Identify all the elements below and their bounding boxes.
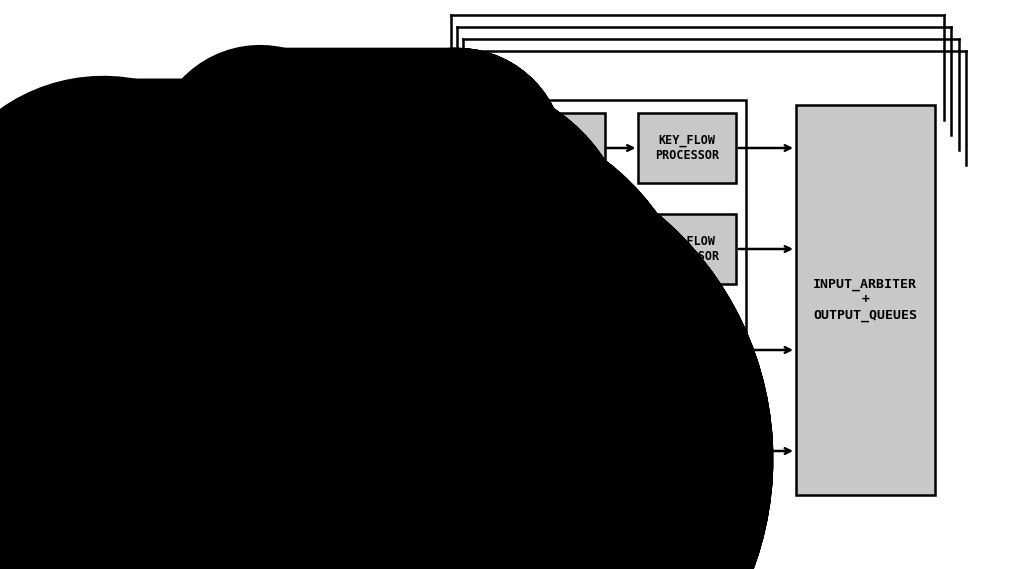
Bar	[389, 212, 451, 287]
Text: PKT_PRE
PROCESSOR: PKT_PRE PROCESSOR	[525, 134, 590, 162]
Bar	[511, 113, 604, 183]
Text: XAUI 0: XAUI 0	[318, 142, 360, 155]
Bar	[389, 414, 451, 489]
Text: KEY_FLOW
PROCESSOR: KEY_FLOW PROCESSOR	[655, 437, 719, 465]
Text: KEY_FLOW
PROCESSOR: KEY_FLOW PROCESSOR	[655, 134, 719, 162]
Bar	[638, 113, 736, 183]
Text: XAUI 1: XAUI 1	[318, 243, 360, 256]
Text: XAUI 2: XAUI 2	[318, 344, 360, 357]
Bar	[304, 111, 374, 186]
Text: PKT_PRE
PROCESSOR: PKT_PRE PROCESSOR	[525, 437, 590, 465]
Bar	[490, 100, 745, 495]
Text: NF10_10g_interface: NF10_10g_interface	[291, 503, 419, 517]
Text: INPUT_ARBITER
+
OUTPUT_QUEUES: INPUT_ARBITER + OUTPUT_QUEUES	[813, 278, 918, 321]
Text: NAO-AXI: NAO-AXI	[604, 542, 657, 555]
Bar	[796, 105, 935, 495]
Text: MAC 0: MAC 0	[402, 142, 438, 155]
Bar	[304, 313, 374, 388]
Text: MAC 2: MAC 2	[402, 344, 438, 357]
Text: AXI-STREAM: AXI-STREAM	[419, 542, 494, 555]
Bar	[389, 313, 451, 388]
Bar	[511, 416, 604, 486]
Text: PHY: PHY	[262, 119, 285, 133]
Text: KEY_FLOW
PROCESSOR: KEY_FLOW PROCESSOR	[655, 235, 719, 263]
Bar	[304, 414, 374, 489]
Bar	[638, 416, 736, 486]
Text: PKT_PRE
PROCESSOR: PKT_PRE PROCESSOR	[525, 336, 590, 364]
Text: MAC 3: MAC 3	[402, 445, 438, 458]
Bar	[304, 212, 374, 287]
Bar	[511, 214, 604, 284]
Bar	[291, 100, 465, 495]
Bar	[638, 315, 736, 385]
Bar	[638, 214, 736, 284]
Bar	[389, 111, 451, 186]
Bar	[511, 315, 604, 385]
Text: XAUI 3: XAUI 3	[318, 445, 360, 458]
Text: MAC 1: MAC 1	[402, 243, 438, 256]
Text: PKT_PRE
PROCESSOR: PKT_PRE PROCESSOR	[525, 235, 590, 263]
Text: KEY_FLOW
PROCESSOR: KEY_FLOW PROCESSOR	[655, 336, 719, 364]
